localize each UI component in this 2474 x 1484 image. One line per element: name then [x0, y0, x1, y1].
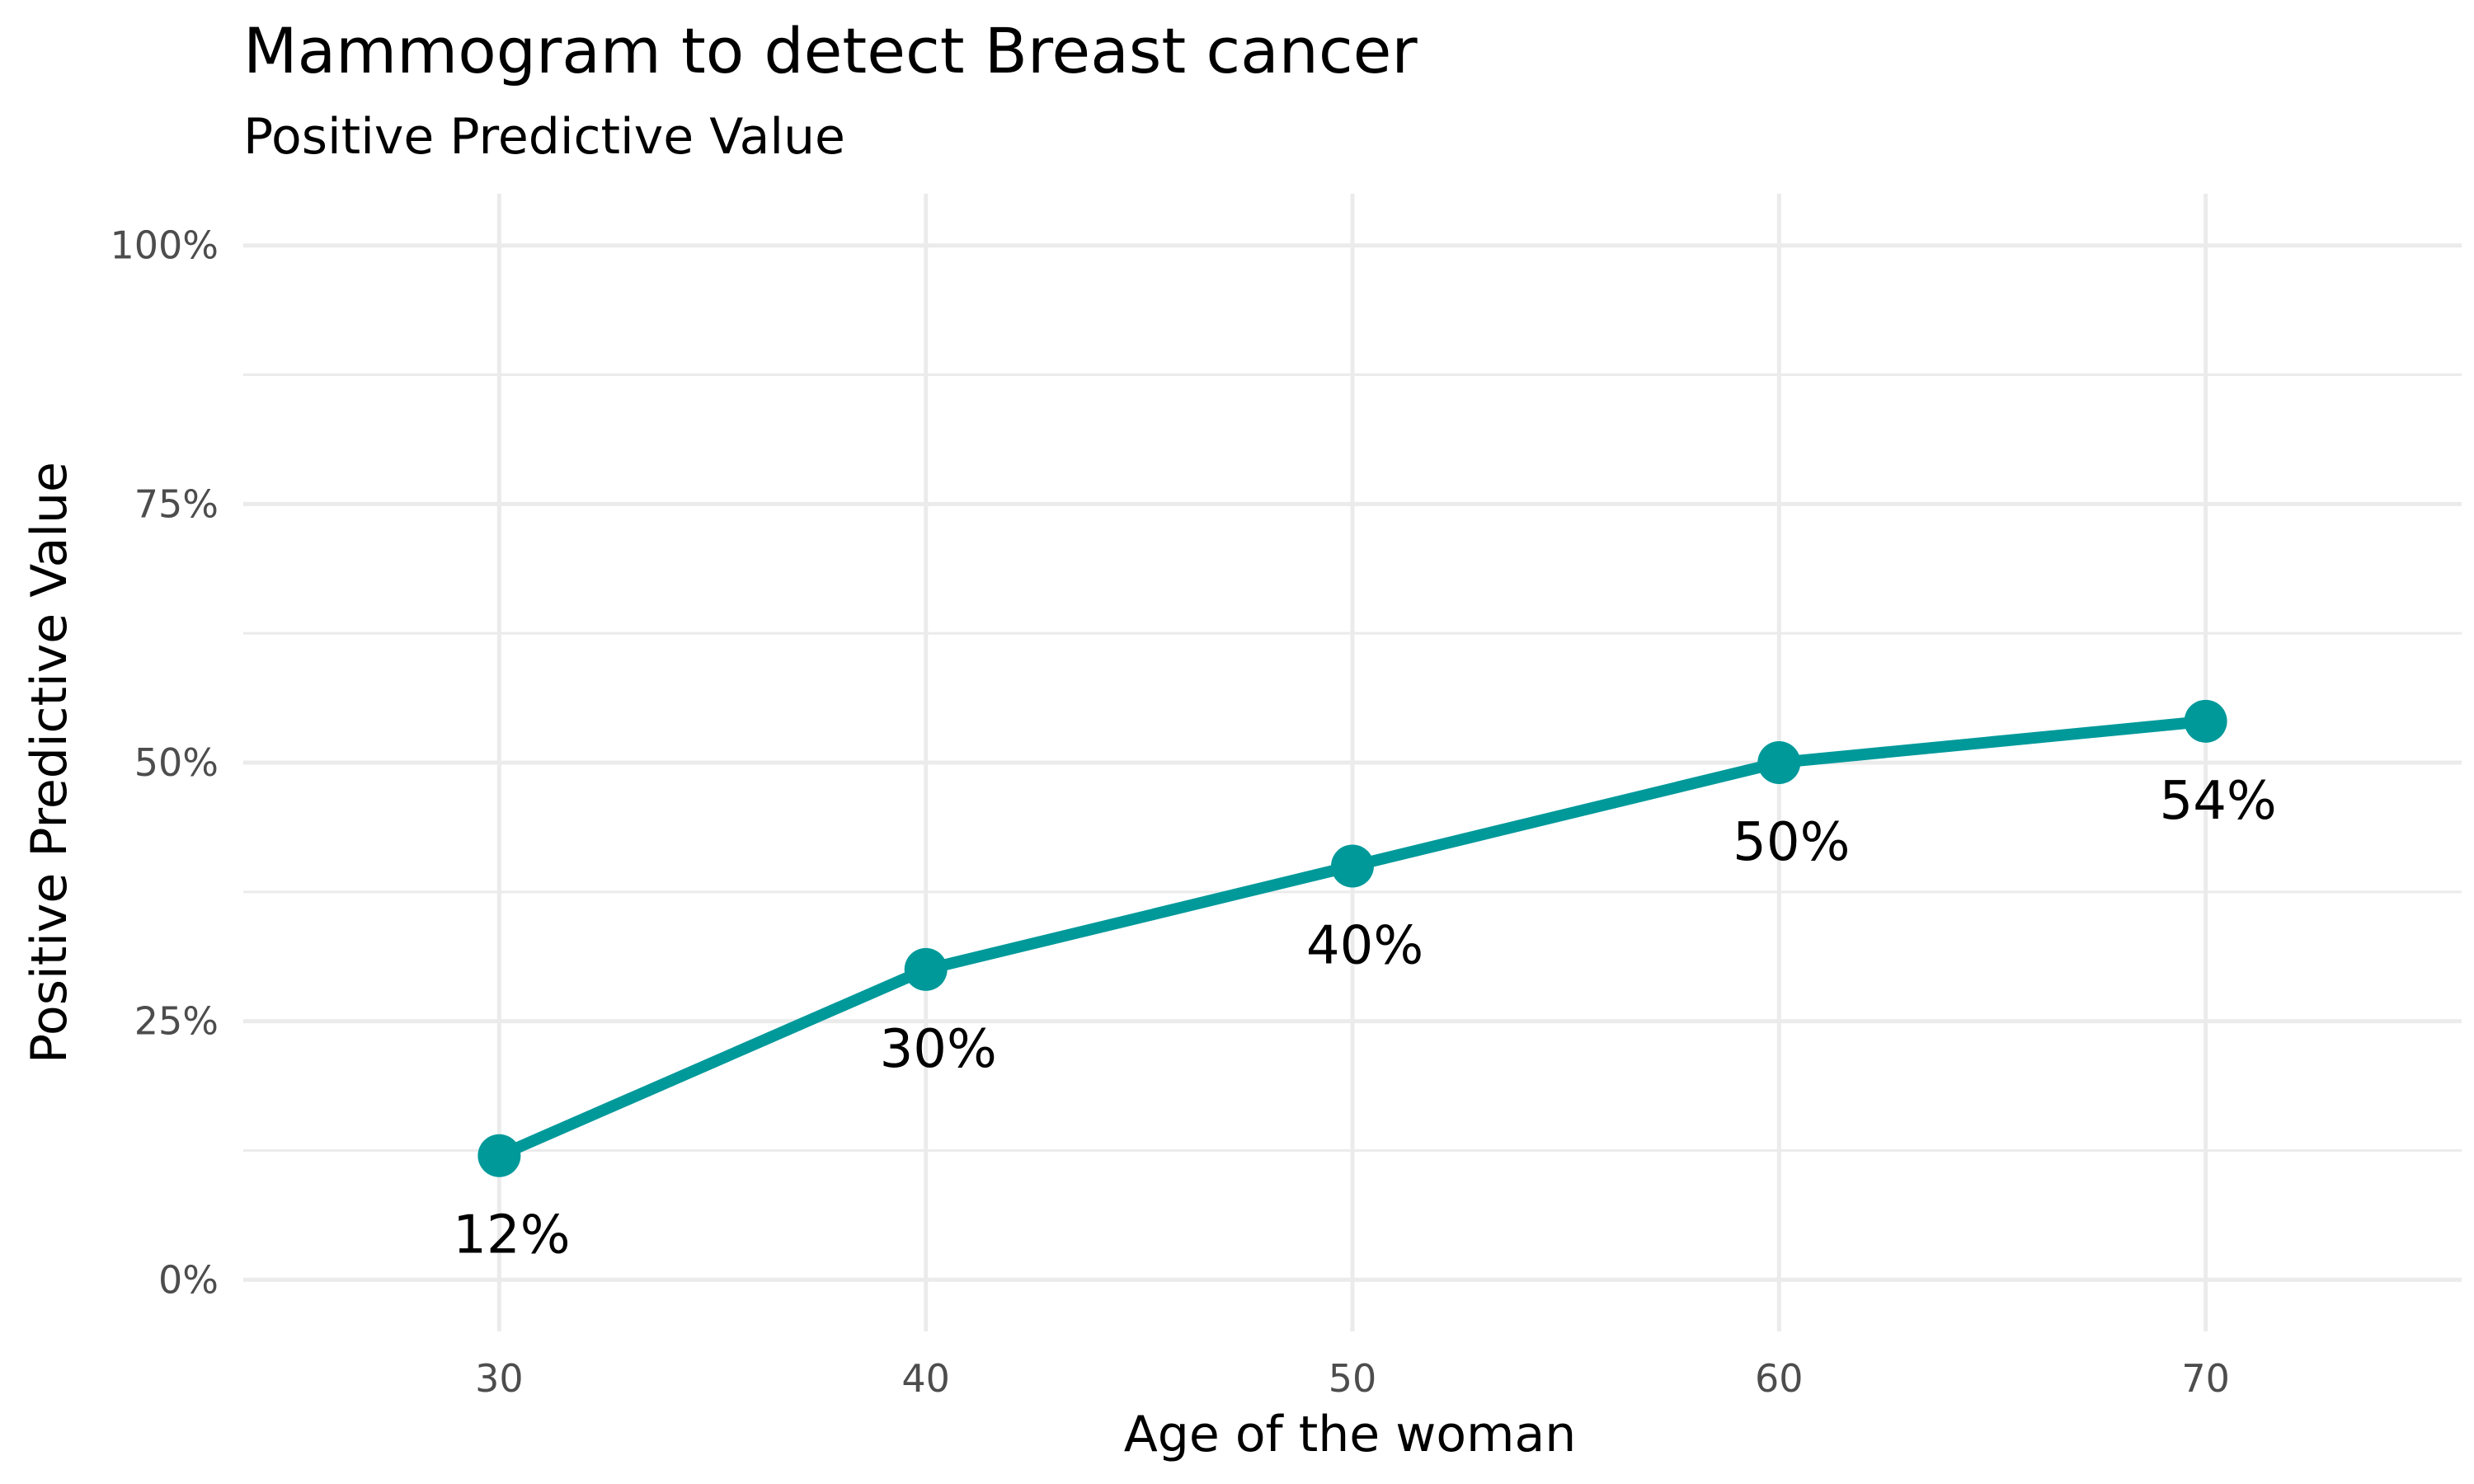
y-tick-label: 25% [134, 999, 219, 1044]
data-point [1757, 741, 1801, 784]
y-axis-title: Positive Predictive Value [21, 462, 78, 1064]
y-tick-label: 50% [134, 740, 219, 785]
data-point [904, 947, 948, 991]
data-points [477, 699, 2227, 1177]
data-point [477, 1134, 521, 1177]
x-tick-label: 60 [1755, 1356, 1804, 1401]
data-labels: 12% 30% 40% 50% 54% [453, 771, 2276, 1266]
data-point [1331, 844, 1374, 888]
x-axis-title: Age of the woman [1124, 1406, 1577, 1463]
x-axis-ticks: 30 40 50 60 70 [475, 1356, 2230, 1401]
data-point [2184, 699, 2227, 743]
chart-title: Mammogram to detect Breast cancer [243, 14, 1418, 87]
y-tick-label: 100% [110, 223, 219, 268]
y-tick-label: 75% [134, 481, 219, 526]
y-tick-label: 0% [158, 1257, 219, 1302]
data-label: 54% [2159, 771, 2276, 832]
grid [243, 194, 2462, 1331]
data-label: 40% [1306, 915, 1423, 976]
x-tick-label: 50 [1329, 1356, 1377, 1401]
x-tick-label: 30 [475, 1356, 524, 1401]
chart-subtitle: Positive Predictive Value [243, 108, 845, 166]
y-axis-ticks: 0% 25% 50% 75% 100% [110, 223, 219, 1303]
data-label: 12% [453, 1205, 570, 1266]
data-label: 50% [1733, 812, 1850, 873]
data-label: 30% [880, 1019, 997, 1080]
x-tick-label: 70 [2181, 1356, 2230, 1401]
x-tick-label: 40 [901, 1356, 950, 1401]
